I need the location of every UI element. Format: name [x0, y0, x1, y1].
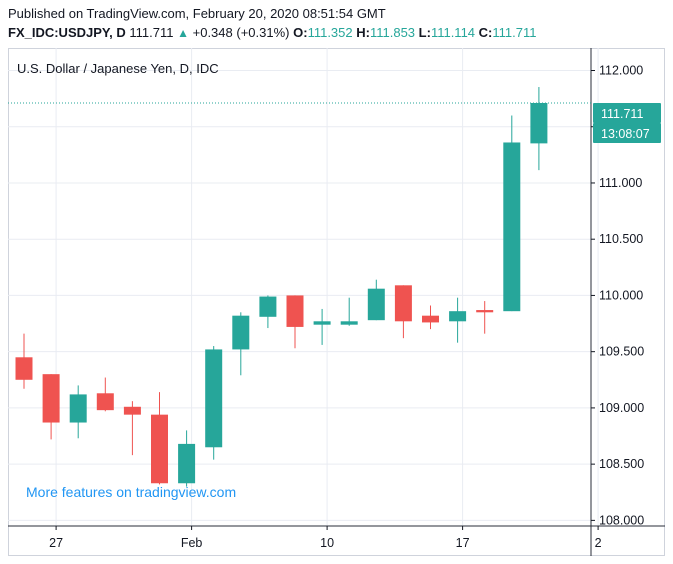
candle-down: [123, 401, 141, 456]
candle-up: [503, 115, 521, 312]
candle-down: [15, 333, 33, 389]
candle-up: [178, 430, 196, 487]
published-line: Published on TradingView.com, February 2…: [8, 6, 386, 21]
candle-up: [340, 297, 358, 326]
y-tick-label: 112.000: [599, 63, 643, 77]
countdown-tag-text: 13:08:07: [601, 127, 650, 141]
chart-frame: [8, 48, 665, 556]
candle-body: [96, 393, 114, 411]
candle-body: [340, 321, 358, 325]
candle-body: [15, 357, 33, 380]
open-value: 111.352: [307, 25, 353, 40]
x-tick-label: 27: [49, 536, 63, 550]
y-tick-label: 108.000: [599, 513, 644, 527]
candle-body: [476, 310, 494, 313]
candle-body: [205, 349, 223, 448]
candle-body: [69, 394, 87, 423]
promo-link[interactable]: More features on tradingview.com: [26, 484, 236, 500]
candle-down: [286, 295, 304, 349]
y-tick-label: 109.000: [599, 401, 644, 415]
y-tick-label: 108.500: [599, 457, 644, 471]
candle-body: [259, 296, 277, 317]
close-value: 111.711: [492, 25, 537, 40]
candle-up: [69, 385, 87, 439]
time-axis: 27 Feb 10 17 2: [49, 526, 602, 550]
price-axis: 112.000111.500111.000110.500110.000109.5…: [591, 63, 644, 527]
x-tick-label: 10: [320, 536, 334, 550]
y-tick-label: 110.500: [599, 232, 643, 246]
x-tick-label: Feb: [181, 536, 203, 550]
candle-up: [530, 87, 548, 171]
symbol-quote-line: FX_IDC:USDJPY, D 111.711 ▲ +0.348 (+0.31…: [8, 25, 537, 40]
open-label: O:: [293, 25, 308, 40]
low-value: 111.114: [430, 25, 476, 40]
high-value: 111.853: [369, 25, 416, 40]
candle-body: [232, 315, 250, 350]
candle-body: [42, 374, 60, 423]
candle-body: [123, 406, 141, 415]
candle-down: [476, 301, 494, 334]
candle-up: [205, 346, 223, 460]
candle-body: [422, 315, 439, 323]
candle-up: [367, 279, 385, 321]
y-tick-label: 110.000: [599, 288, 643, 302]
candle-body: [151, 414, 168, 484]
symbol-name[interactable]: FX_IDC:USDJPY, D: [8, 25, 126, 40]
candle-up: [259, 295, 277, 329]
x-tick-label: 17: [456, 536, 470, 550]
candle-body: [367, 288, 385, 321]
candle-body: [530, 102, 548, 144]
last-price-tag: 111.711: [593, 103, 661, 123]
last-price: 111.711: [129, 25, 174, 40]
candles: [15, 87, 548, 487]
candle-down: [422, 305, 439, 330]
y-tick-label: 111.000: [599, 176, 642, 190]
candle-body: [286, 295, 304, 327]
high-label: H:: [356, 25, 370, 40]
candle-up: [232, 312, 250, 376]
candle-up: [313, 308, 331, 345]
candle-body: [503, 142, 521, 312]
candle-down: [151, 392, 168, 485]
candle-down: [394, 285, 412, 339]
last-price-tag-text: 111.711: [601, 107, 643, 121]
price-change: +0.348 (+0.31%): [192, 25, 290, 40]
up-triangle-icon: ▲: [177, 26, 189, 40]
y-tick-label: 109.500: [599, 345, 644, 359]
low-label: L:: [418, 25, 431, 40]
candle-body: [394, 285, 412, 322]
x-tick-label: 2: [595, 536, 602, 550]
candle-body: [449, 311, 467, 322]
candle-down: [96, 377, 114, 412]
pane-title: U.S. Dollar / Japanese Yen, D, IDC: [17, 61, 219, 76]
candle-up: [449, 297, 467, 343]
candle-body: [313, 321, 331, 325]
candle-down: [42, 374, 60, 440]
close-label: C:: [478, 25, 493, 40]
countdown-tag: 13:08:07: [593, 123, 661, 143]
candle-body: [178, 443, 196, 484]
